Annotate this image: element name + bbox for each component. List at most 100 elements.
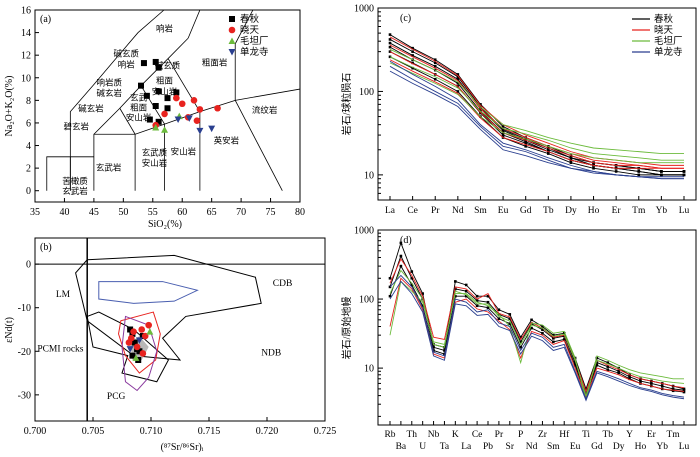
field-boundary bbox=[69, 9, 165, 191]
y-tick-label: 10 bbox=[364, 170, 374, 181]
x-tick-label: P bbox=[518, 430, 523, 440]
panel-c-ticks: 10 100 1000 La Ce Pr Nd Sm Eu Gd Tb Dy Ho Er Tm Yb Lu bbox=[354, 4, 690, 217]
panel-c-ylabel: 岩石/球粒陨石 bbox=[340, 73, 353, 136]
data-point bbox=[127, 326, 134, 333]
x-tick-label: 0.720 bbox=[256, 426, 279, 437]
data-point bbox=[139, 350, 147, 357]
profile-marker bbox=[660, 170, 663, 173]
data-point bbox=[130, 328, 137, 335]
x-tick-label: La bbox=[461, 442, 472, 452]
x-tick-label: Ho bbox=[635, 442, 647, 452]
x-tick-label: 40 bbox=[59, 207, 69, 218]
profile-marker bbox=[508, 313, 512, 316]
x-tick-label: 60 bbox=[177, 207, 187, 218]
panel-b-regions: CDB LM PCMI rocks NDB PCG bbox=[37, 254, 292, 402]
x-tick-label: Lu bbox=[679, 206, 690, 216]
profile-marker bbox=[411, 66, 414, 70]
x-tick-label: Hf bbox=[559, 429, 570, 440]
legend-label: 毛坦厂 bbox=[654, 35, 683, 47]
x-tick-label: Ba bbox=[396, 442, 407, 452]
y-tick-label: 6 bbox=[26, 118, 31, 129]
field-label: 玄武质 bbox=[142, 148, 168, 158]
region-label: PCG bbox=[107, 392, 126, 402]
panel-a-ylabel: Na₂O+K₂O(%) bbox=[4, 76, 15, 137]
data-point bbox=[196, 127, 204, 135]
x-tick-label: Nd bbox=[526, 442, 538, 452]
profile-marker bbox=[508, 317, 512, 320]
profile-marker bbox=[388, 33, 392, 36]
region-lm bbox=[98, 281, 199, 304]
panel-c-lines bbox=[388, 33, 686, 180]
profile-marker bbox=[443, 349, 446, 352]
y-tick-label: 1000 bbox=[354, 4, 374, 15]
panel-b-ylabel: εNd(t) bbox=[4, 317, 15, 343]
x-tick-label: 35 bbox=[30, 207, 40, 218]
field-label: 安山岩 bbox=[171, 147, 197, 157]
x-tick-label: 0.725 bbox=[314, 426, 337, 437]
profile-marker bbox=[552, 333, 555, 337]
field-label: 碱玄岩 bbox=[78, 104, 104, 114]
profile-marker bbox=[456, 82, 460, 85]
y-tick-label: 100 bbox=[359, 87, 374, 98]
data-point bbox=[193, 117, 201, 124]
field-label: 苦橄质 bbox=[62, 176, 88, 186]
profile-marker bbox=[530, 326, 533, 330]
legend-label: 春秋 bbox=[654, 13, 674, 25]
data-point bbox=[152, 103, 159, 109]
panel-a-xlabel: SiO₂(%) bbox=[148, 219, 182, 230]
profile-marker bbox=[411, 46, 414, 50]
profile-marker bbox=[682, 388, 686, 392]
profile-marker bbox=[660, 173, 663, 177]
profile-marker bbox=[454, 294, 457, 298]
data-point bbox=[208, 125, 216, 133]
field-label: 碧玄岩 bbox=[63, 122, 89, 132]
profile-marker bbox=[606, 361, 610, 364]
profile-line bbox=[389, 280, 685, 402]
profile-marker bbox=[637, 170, 641, 173]
profile-marker bbox=[606, 368, 610, 371]
data-point bbox=[146, 328, 154, 335]
x-tick-label: Tb bbox=[543, 206, 554, 216]
profile-marker bbox=[671, 389, 675, 393]
profile-marker bbox=[541, 331, 544, 335]
data-point bbox=[129, 352, 136, 359]
profile-marker bbox=[628, 377, 631, 381]
x-tick-label: Tm bbox=[667, 430, 681, 440]
x-tick-label: 80 bbox=[295, 207, 305, 218]
legend-marker bbox=[228, 49, 236, 56]
profile-marker bbox=[501, 125, 505, 128]
x-tick-label: Pr bbox=[495, 430, 504, 440]
x-tick-label: 0.715 bbox=[198, 426, 221, 437]
y-tick-label: 16 bbox=[21, 6, 31, 17]
x-tick-label: Sm bbox=[474, 206, 487, 216]
data-point bbox=[196, 106, 204, 113]
x-tick-label: Gd bbox=[591, 442, 603, 452]
y-tick-label: -20 bbox=[18, 347, 31, 358]
data-point bbox=[146, 116, 153, 123]
data-point bbox=[135, 337, 143, 344]
profile-marker bbox=[617, 369, 620, 373]
data-point bbox=[164, 95, 171, 102]
x-tick-label: Zr bbox=[538, 430, 548, 440]
x-tick-label: 70 bbox=[236, 207, 246, 218]
data-point bbox=[161, 126, 169, 133]
y-tick-label: 0 bbox=[26, 260, 31, 271]
legend-label: 单龙寺 bbox=[240, 46, 269, 58]
profile-marker bbox=[650, 382, 653, 385]
x-tick-label: Yb bbox=[656, 206, 668, 216]
x-tick-label: Er bbox=[612, 206, 622, 216]
region-label: NDB bbox=[261, 349, 281, 359]
profile-line bbox=[389, 274, 685, 400]
x-tick-label: 55 bbox=[148, 207, 158, 218]
profile-marker bbox=[432, 346, 435, 349]
x-tick-label: Tm bbox=[632, 206, 646, 216]
profile-marker bbox=[433, 77, 437, 81]
x-tick-label: U bbox=[419, 442, 426, 452]
profile-marker bbox=[628, 375, 631, 379]
x-tick-label: Gd bbox=[520, 206, 532, 216]
panel-b-ticks: 0.700 0.705 0.710 0.715 0.720 0.725 0 -10 -20 -30 bbox=[18, 238, 337, 437]
field-label: 玄武岩 bbox=[62, 186, 88, 196]
panel-b-isotope-diagram: (b) (⁸⁷Sr/⁸⁶Sr)ᵢ εNd(t) 0.700 0.705 0.710 0… bbox=[4, 237, 337, 453]
